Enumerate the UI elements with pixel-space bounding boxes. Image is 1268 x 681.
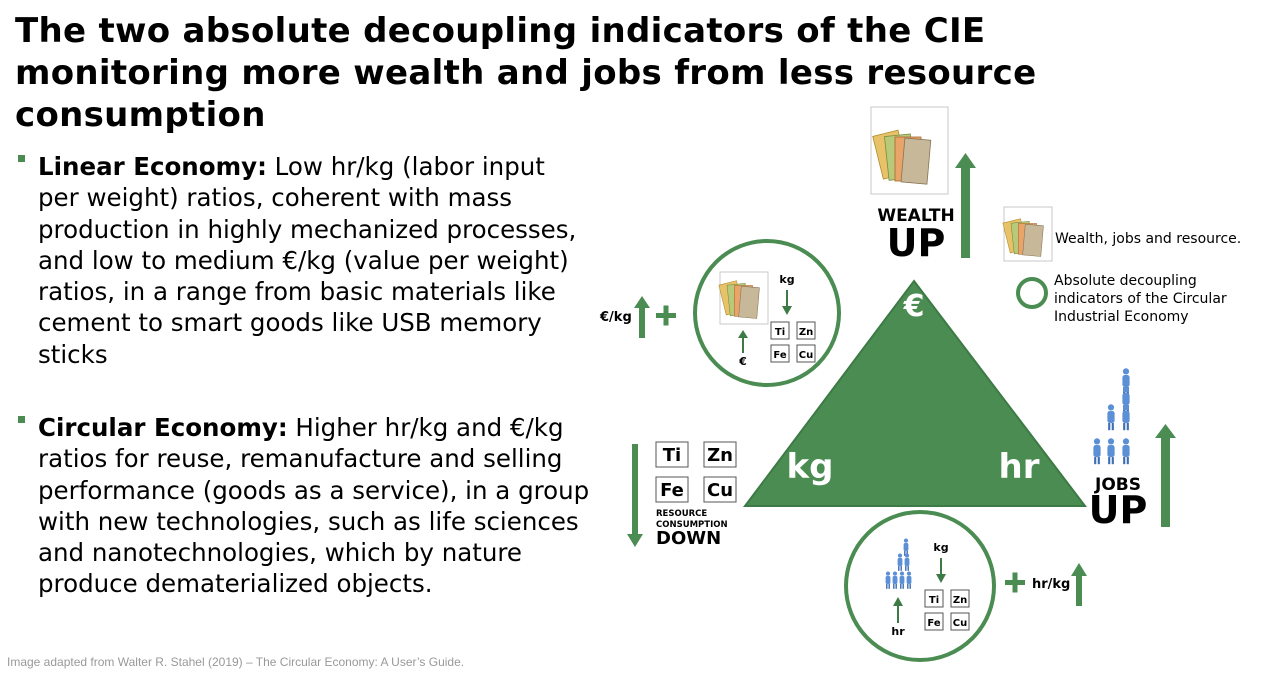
element-cu: Cu: [953, 618, 967, 629]
hr-per-kg-indicator-circle: [844, 510, 996, 662]
bullet-marker: [18, 155, 25, 162]
circle2-kg-label: kg: [933, 541, 948, 554]
circle1-euro-label: €: [738, 355, 747, 368]
circle2-hr-label: hr: [891, 625, 905, 638]
jobs-up-label: UP: [1089, 488, 1148, 532]
element-cu: Cu: [799, 350, 813, 361]
wealth-arrow-up-icon: [955, 153, 976, 258]
circle1-banknotes-icon: [718, 271, 769, 325]
legend-item-wealth-jobs-resource: Wealth, jobs and resource.: [1055, 231, 1241, 247]
hr-per-kg-arrow-up-icon: [1071, 563, 1087, 606]
bullet-circular-economy: Circular Economy: Higher hr/kg and €/kg …: [18, 412, 593, 600]
circle1-element-grid: Ti Zn Fe Cu: [770, 321, 816, 363]
page-title: The two absolute decoupling indicators o…: [15, 11, 1037, 135]
circle2-kg-arrow-down-icon: [936, 558, 946, 583]
euro-per-kg-label: €/kg: [599, 310, 632, 325]
hr-per-kg-plus-icon: [1005, 572, 1025, 593]
element-zn: Zn: [707, 445, 733, 466]
decoupling-triangle: [742, 279, 1088, 507]
bullet-term: Circular Economy:: [38, 413, 288, 442]
element-ti: Ti: [929, 595, 939, 606]
wealth-up-label: UP: [887, 221, 946, 265]
resource-label: RESOURCE: [656, 509, 707, 519]
element-zn: Zn: [799, 327, 813, 338]
resource-down-label: DOWN: [656, 528, 721, 549]
circle2-element-grid: Ti Zn Fe Cu: [924, 589, 970, 631]
bullet-text: Circular Economy: Higher hr/kg and €/kg …: [38, 412, 593, 600]
bullet-marker: [18, 416, 25, 423]
element-ti: Ti: [775, 327, 785, 338]
euro-corner-label: €: [903, 289, 925, 324]
bullet-text: Linear Economy: Low hr/kg (labor input p…: [38, 151, 593, 370]
decoupling-diagram: € kg hr WEALTH UP Wealth, jobs and resou…: [599, 106, 1241, 662]
wealth-label: WEALTH: [877, 206, 954, 226]
element-zn: Zn: [953, 595, 967, 606]
euro-per-kg-arrow-up-icon: [634, 296, 650, 338]
element-fe: Fe: [773, 350, 786, 361]
image-credit: Image adapted from Walter R. Stahel (201…: [7, 655, 465, 669]
element-fe: Fe: [660, 480, 684, 501]
legend-item-decoupling-line3: Industrial Economy: [1054, 309, 1189, 325]
resource-element-grid: Ti Zn Fe Cu: [655, 441, 737, 503]
euro-per-kg-plus-icon: [656, 305, 676, 326]
circle1-euro-arrow-up-icon: [738, 330, 748, 353]
consumption-label: CONSUMPTION: [656, 520, 728, 530]
legend-banknotes-icon: [1002, 206, 1053, 262]
kg-corner-label: kg: [787, 447, 834, 487]
banknotes-icon: [870, 106, 949, 195]
legend-item-decoupling-line1: Absolute decoupling: [1054, 273, 1197, 289]
bullet-body: Low hr/kg (labor input per weight) ratio…: [38, 152, 577, 369]
bullet-term: Linear Economy:: [38, 152, 267, 181]
hr-per-kg-label: hr/kg: [1032, 577, 1070, 592]
jobs-arrow-up-icon: [1155, 424, 1176, 527]
circle1-kg-label: kg: [779, 273, 794, 286]
bullet-body: Higher hr/kg and €/kg ratios for reuse, …: [38, 413, 590, 599]
hr-corner-label: hr: [999, 447, 1040, 487]
jobs-label: JOBS: [1094, 475, 1141, 495]
circle1-kg-arrow-down-icon: [782, 290, 792, 315]
resource-arrow-down-icon: [627, 444, 643, 547]
element-cu: Cu: [707, 480, 733, 501]
people-icon: [1093, 368, 1130, 465]
element-ti: Ti: [663, 445, 681, 466]
circle2-hr-arrow-up-icon: [893, 597, 903, 623]
legend-circle-icon: [1016, 277, 1048, 309]
element-fe: Fe: [927, 618, 940, 629]
legend-item-decoupling-line2: indicators of the Circular: [1054, 291, 1227, 307]
bullet-linear-economy: Linear Economy: Low hr/kg (labor input p…: [18, 151, 593, 370]
